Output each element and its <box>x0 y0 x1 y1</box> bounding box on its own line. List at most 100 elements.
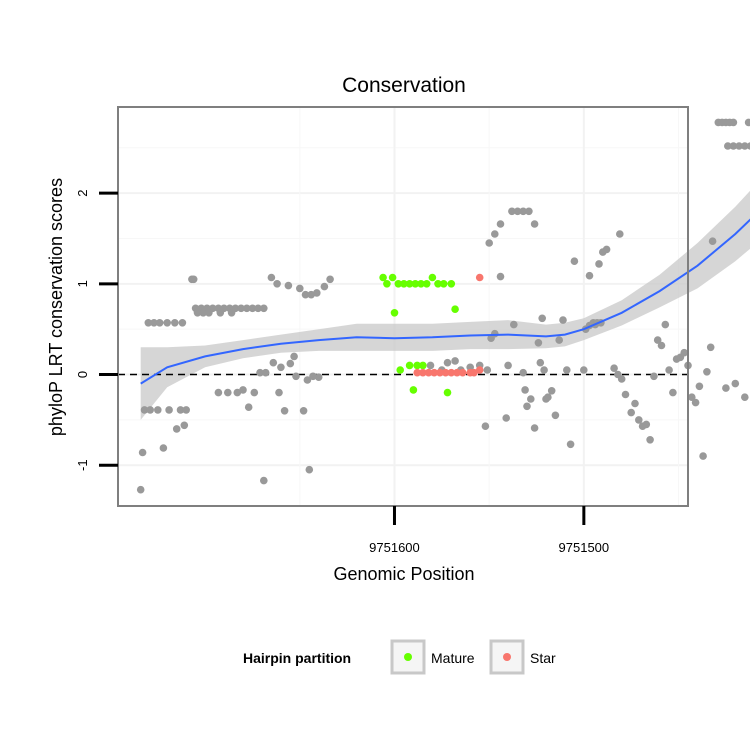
data-point-mature <box>417 280 425 288</box>
x-tick-label: 9751600 <box>369 540 420 555</box>
data-point-other <box>566 440 575 449</box>
data-point-other <box>299 407 308 415</box>
data-point-other <box>214 388 223 397</box>
data-point-other <box>269 358 278 367</box>
smooth-curve <box>140 218 750 385</box>
data-point-other <box>275 388 283 397</box>
data-point-other <box>595 260 603 268</box>
data-point-mature <box>411 280 420 288</box>
data-point-other <box>665 366 673 374</box>
data-point-mature <box>396 366 405 374</box>
data-point-other <box>635 416 643 424</box>
y-axis: -1 0 1 2 <box>75 189 118 471</box>
data-point-other <box>695 382 704 391</box>
data-point-mature <box>405 361 414 370</box>
y-tick-label: 1 <box>75 280 90 287</box>
data-point-star <box>470 368 478 377</box>
data-point-other <box>538 314 546 323</box>
data-point-other <box>729 142 738 150</box>
data-point-other <box>286 359 295 368</box>
data-point-other <box>443 358 452 367</box>
data-point-other <box>496 220 505 228</box>
data-point-other <box>260 304 268 313</box>
data-point-other <box>227 309 236 317</box>
data-point-other <box>224 388 232 397</box>
data-point-other <box>178 319 187 327</box>
data-point-star <box>475 366 484 374</box>
data-point-other <box>746 142 750 150</box>
data-point-other <box>314 373 323 382</box>
chart-title: Conservation <box>342 74 466 97</box>
data-point-other <box>530 424 539 432</box>
series-star <box>413 273 484 377</box>
data-point-other <box>171 319 179 327</box>
plot-panel-border <box>117 106 689 507</box>
data-point-mature <box>434 280 442 288</box>
data-point-other <box>744 118 750 127</box>
data-point-other <box>290 352 298 361</box>
data-point-other <box>277 363 285 372</box>
data-point-other <box>305 465 314 474</box>
data-point-other <box>426 361 435 370</box>
data-point-star <box>419 368 427 377</box>
data-point-star <box>447 368 456 377</box>
data-point-other <box>150 319 158 327</box>
data-point-other <box>570 257 579 266</box>
data-point-other <box>585 271 594 280</box>
data-point-other <box>691 398 700 407</box>
data-point-mature <box>394 280 403 288</box>
data-point-other <box>699 452 707 460</box>
confidence-band <box>140 190 750 420</box>
data-point-mature <box>413 361 422 370</box>
data-point-other <box>646 436 654 444</box>
data-point-other <box>309 372 317 381</box>
data-point-other <box>233 388 242 397</box>
data-point-other <box>451 357 459 365</box>
data-point-other <box>284 281 293 290</box>
data-point-other <box>708 237 717 245</box>
data-point-star <box>436 368 444 377</box>
legend-key-mature <box>390 639 426 675</box>
legend-swatch-star <box>503 653 511 661</box>
data-point-other <box>729 118 738 127</box>
data-point-other <box>551 411 560 420</box>
data-point-other <box>536 358 545 367</box>
data-point-other <box>205 309 213 317</box>
data-point-other <box>256 368 264 377</box>
x-axis: 9751600 9751500 <box>369 506 609 555</box>
data-point-star <box>430 368 439 377</box>
data-point-other <box>176 406 185 414</box>
data-point-other <box>163 319 171 327</box>
data-point-other <box>491 329 499 338</box>
data-point-other <box>508 207 516 216</box>
data-point-other <box>140 406 149 414</box>
y-axis-title: phyloP LRT conservation scores <box>46 178 66 436</box>
data-point-other <box>621 390 630 399</box>
data-point-other <box>172 425 181 433</box>
data-point-other <box>155 319 164 327</box>
data-point-other <box>254 304 262 313</box>
confidence-ribbon <box>140 190 750 420</box>
data-point-mature <box>379 273 387 282</box>
legend-title: Hairpin partition <box>243 650 351 666</box>
data-point-other <box>144 319 153 327</box>
data-point-other <box>525 207 533 216</box>
x-axis-title: Genomic Position <box>333 564 474 584</box>
data-point-other <box>159 444 168 452</box>
data-point-other <box>261 368 270 377</box>
data-point-other <box>485 239 494 247</box>
data-point-mature <box>419 361 427 370</box>
data-point-other <box>199 309 207 317</box>
data-point-other <box>510 320 518 329</box>
data-point-other <box>237 304 245 313</box>
data-point-other <box>250 388 259 397</box>
data-point-mature <box>428 273 437 282</box>
data-point-other <box>481 422 490 431</box>
legend-label-mature: Mature <box>431 650 475 666</box>
data-point-mature <box>405 280 414 288</box>
data-point-other <box>706 343 715 352</box>
data-point-other <box>519 368 527 377</box>
data-point-other <box>296 284 304 293</box>
data-point-other <box>731 379 740 388</box>
